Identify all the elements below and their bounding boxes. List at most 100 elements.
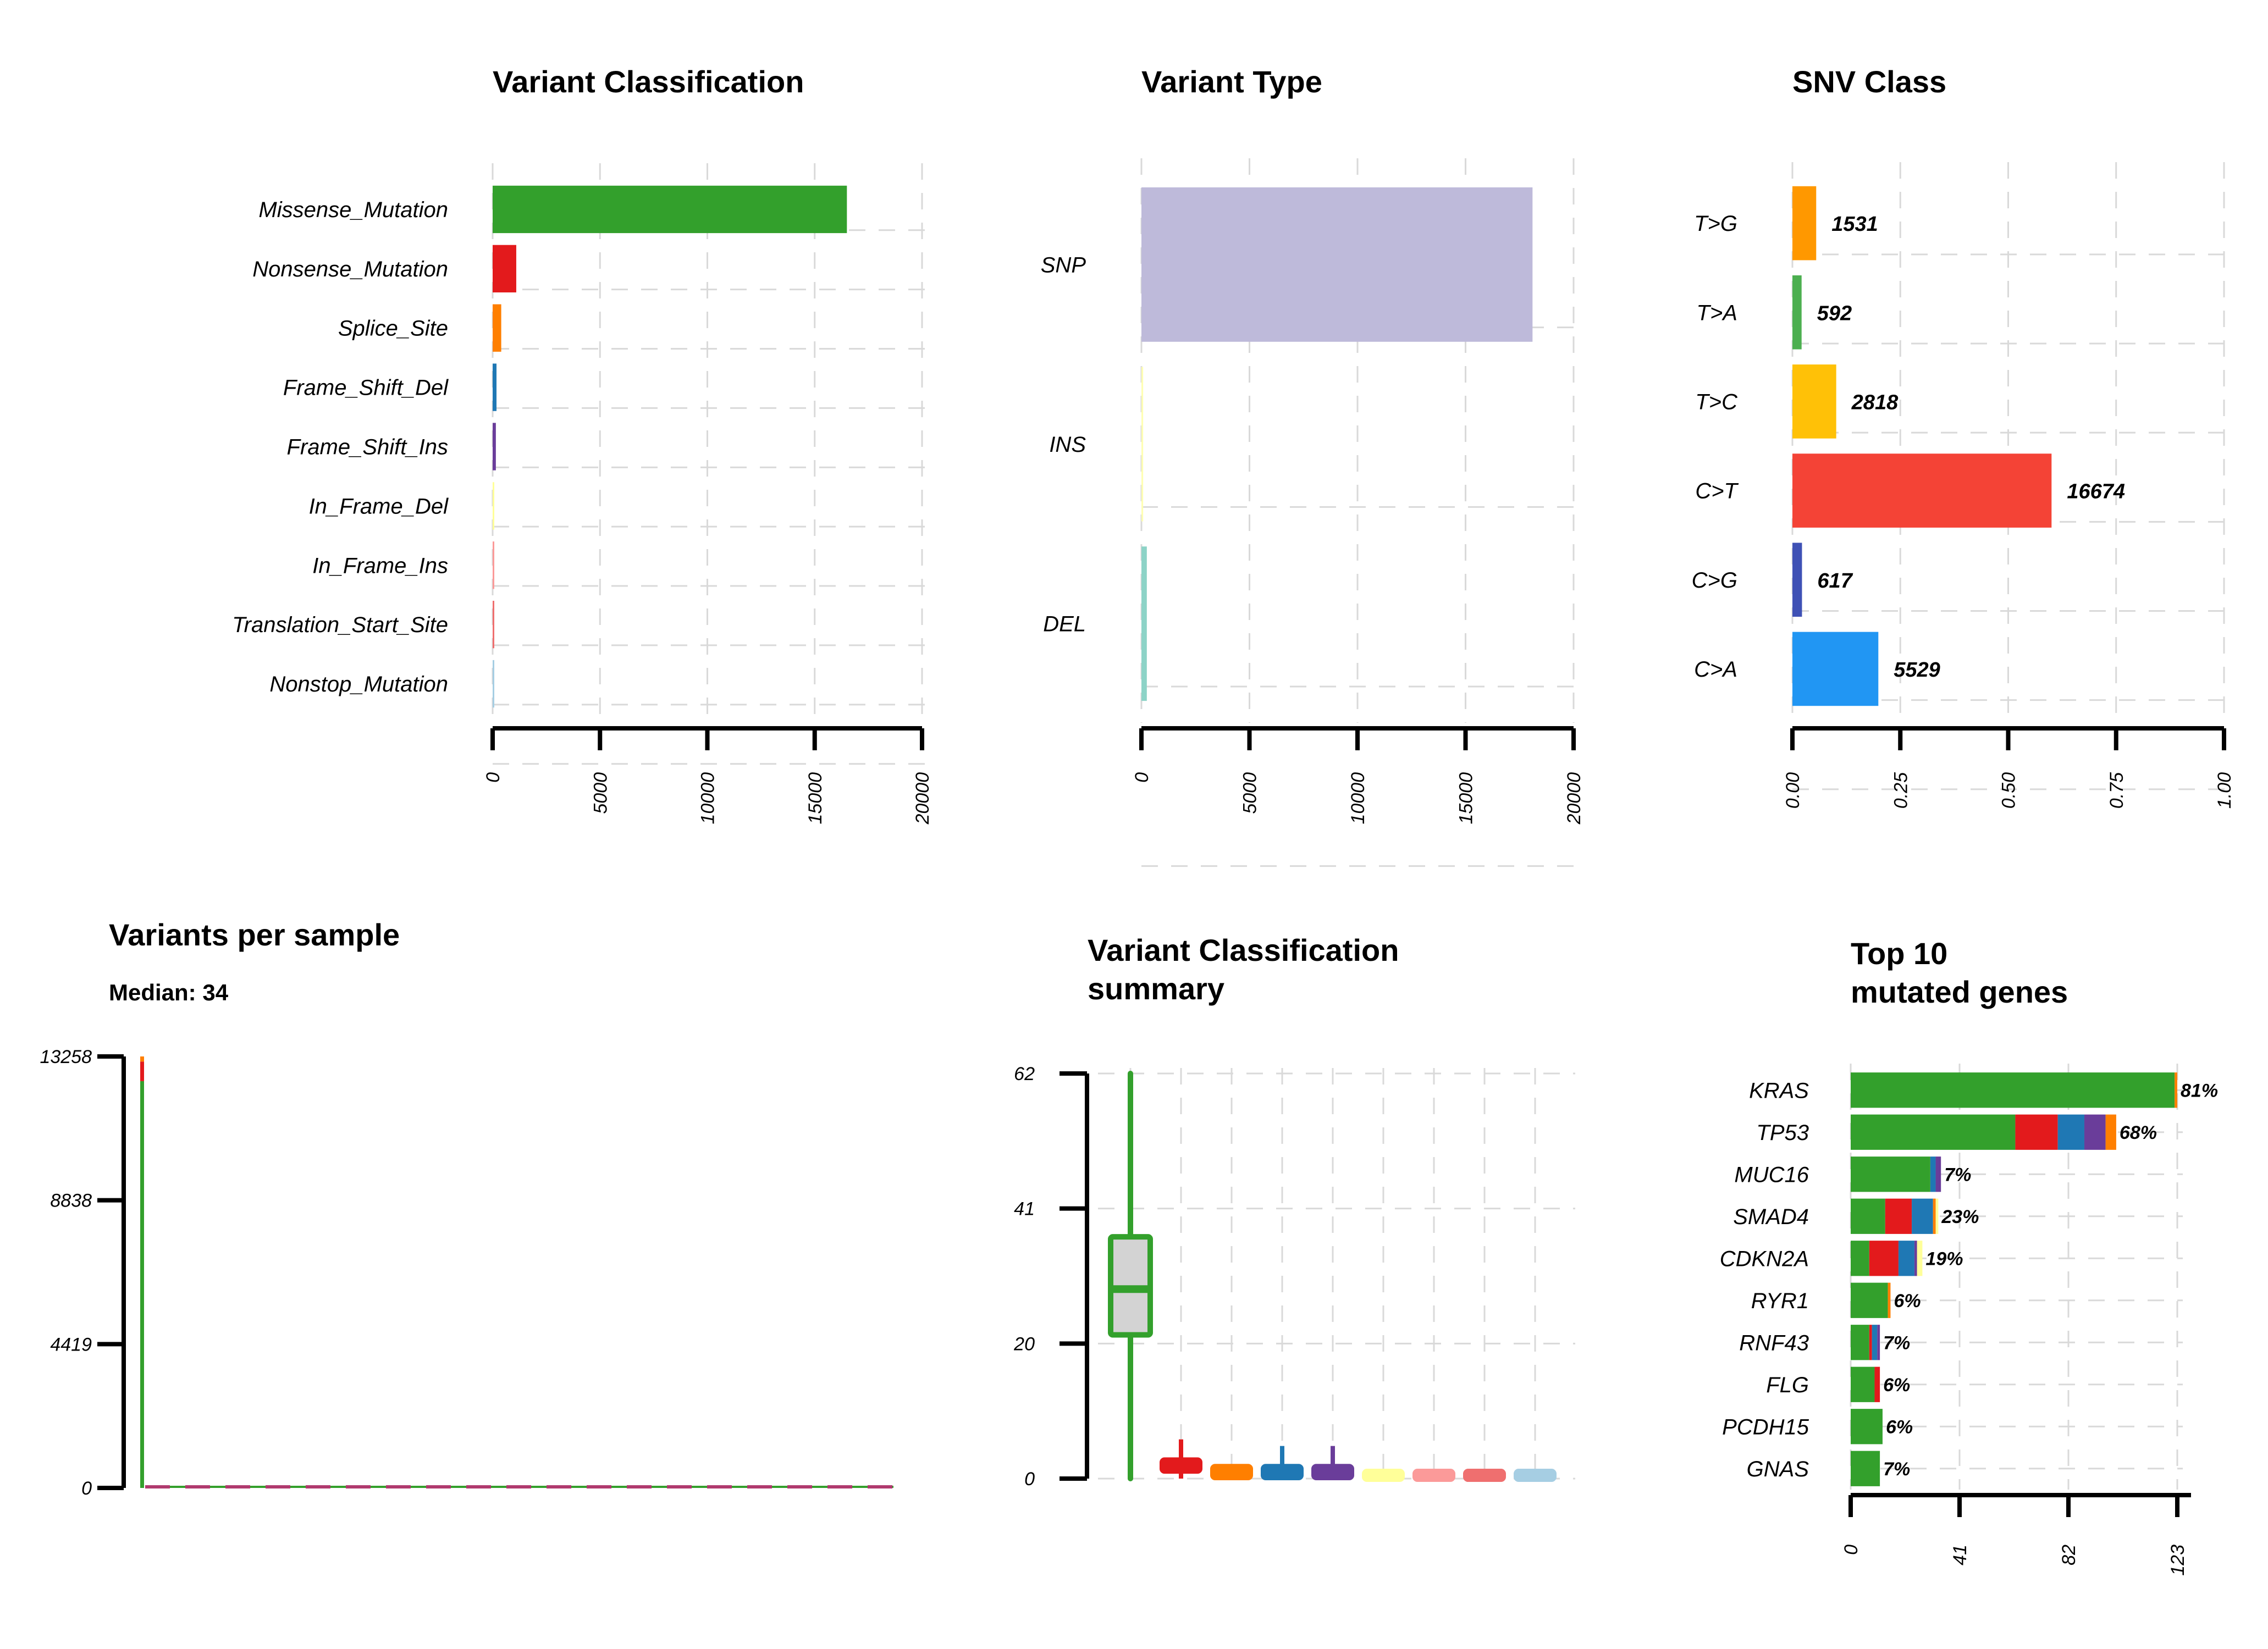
category-label-nonstop-mutation: Nonstop_Mutation <box>269 672 448 696</box>
bar-splice-site <box>493 304 501 352</box>
bar-nonsense-mutation <box>493 245 516 292</box>
gene-label-cdkn2a: CDKN2A <box>1720 1247 1809 1271</box>
x-tick-label: 123 <box>2167 1545 2188 1576</box>
snv-class-title: SNV Class <box>1792 64 1946 99</box>
bar-segment-gnas-missense-mutation <box>1851 1451 1880 1486</box>
category-label-c-a: C>A <box>1694 657 1737 682</box>
bar-segment-kras-missense-mutation <box>1851 1072 2175 1108</box>
variant-classification-title: Variant Classification <box>493 64 804 99</box>
gene-label-kras: KRAS <box>1749 1078 1809 1103</box>
bar-segment-cdkn2a-nonsense-mutation <box>1869 1241 1899 1276</box>
gene-label-flg: FLG <box>1766 1373 1809 1397</box>
x-tick-label: 0.75 <box>2106 772 2127 809</box>
value-label-c-t: 16674 <box>2067 480 2125 503</box>
x-tick-label: 20000 <box>912 772 933 825</box>
bar-in-frame-ins <box>493 541 494 589</box>
category-label-frame-shift-ins: Frame_Shift_Ins <box>287 435 448 460</box>
box-in-frame-ins <box>1412 1469 1455 1482</box>
category-label-nonsense-mutation: Nonsense_Mutation <box>252 257 448 281</box>
top-genes-title-line: mutated genes <box>1851 975 2068 1009</box>
bar-segment-cdkn2a-frame-shift-ins <box>1914 1241 1917 1276</box>
category-label-t-a: T>A <box>1697 301 1737 325</box>
bar-segment-pcdh15-missense-mutation <box>1851 1409 1883 1445</box>
bar-segment-smad4-missense-mutation <box>1851 1198 1885 1234</box>
bar-segment-flg-missense-mutation <box>1851 1366 1875 1402</box>
top-genes-title-line: Top 10 <box>1851 936 1947 971</box>
gene-label-ryr1: RYR1 <box>1751 1289 1809 1313</box>
y-tick-label: 8838 <box>50 1191 92 1211</box>
y-tick-label: 13258 <box>40 1047 92 1067</box>
gene-label-smad4: SMAD4 <box>1733 1205 1809 1229</box>
category-label-splice-site: Splice_Site <box>338 317 448 341</box>
value-label-t-g: 1531 <box>1831 213 1878 236</box>
bar-segment-tp53-nonsense-mutation <box>2015 1114 2058 1150</box>
x-tick-label: 20000 <box>1564 772 1585 825</box>
category-label-in-frame-ins: In_Frame_Ins <box>312 554 448 578</box>
category-label-del: DEL <box>1043 612 1086 637</box>
variants-per-sample-title: Variants per sample <box>109 917 400 952</box>
value-label-c-g: 617 <box>1817 569 1853 593</box>
box-splice-site <box>1210 1464 1253 1481</box>
bar-segment-muc16-frame-shift-ins <box>1935 1156 1941 1192</box>
bar-del <box>1141 546 1147 701</box>
value-label-t-a: 592 <box>1817 302 1852 325</box>
bar-segment-rnf43-frame-shift-del <box>1872 1325 1878 1360</box>
bar-segment-muc16-missense-mutation <box>1851 1156 1930 1192</box>
percent-label-flg: 6% <box>1883 1375 1910 1396</box>
gene-label-rnf43: RNF43 <box>1739 1331 1809 1355</box>
percent-label-smad4: 23% <box>1941 1207 1979 1227</box>
category-label-in-frame-del: In_Frame_Del <box>309 494 449 518</box>
bar-t-c <box>1792 364 1836 439</box>
x-tick-label: 0 <box>1841 1545 1862 1555</box>
category-label-snp: SNP <box>1041 253 1086 277</box>
y-tick-label: 62 <box>1014 1064 1035 1084</box>
variants-per-sample-subtitle: Median: 34 <box>109 980 229 1005</box>
x-tick-label: 5000 <box>1240 772 1261 814</box>
category-label-c-t: C>T <box>1695 479 1739 503</box>
y-tick-label: 0 <box>81 1478 92 1499</box>
bar-segment-tp53-frame-shift-ins <box>2084 1114 2106 1150</box>
percent-label-cdkn2a: 19% <box>1925 1248 1963 1269</box>
percent-label-gnas: 7% <box>1883 1459 1910 1480</box>
bar-segment-muc16-frame-shift-del <box>1930 1156 1936 1192</box>
gene-label-muc16: MUC16 <box>1734 1163 1809 1187</box>
category-label-ins: INS <box>1049 433 1086 457</box>
summary-title-line: summary <box>1088 971 1224 1006</box>
x-tick-label: 10000 <box>1348 772 1368 824</box>
category-label-c-g: C>G <box>1692 568 1737 593</box>
bar-segment-cdkn2a-frame-shift-del <box>1898 1241 1914 1276</box>
category-label-translation-start-site: Translation_Start_Site <box>232 613 448 637</box>
bar-segment-tp53-frame-shift-del <box>2057 1114 2084 1150</box>
value-label-t-c: 2818 <box>1851 391 1899 414</box>
bar-t-g <box>1792 186 1817 261</box>
bar-segment-ryr1-missense-mutation <box>1851 1282 1888 1318</box>
y-tick-label: 20 <box>1013 1333 1035 1354</box>
bar-segment-rnf43-nonsense-mutation <box>1869 1325 1872 1360</box>
gene-label-pcdh15: PCDH15 <box>1722 1415 1809 1439</box>
bar-translation-start-site <box>493 601 494 649</box>
bar-c-t <box>1792 453 2052 528</box>
gene-label-tp53: TP53 <box>1756 1121 1809 1145</box>
x-tick-label: 0 <box>483 772 504 783</box>
box-in-frame-del <box>1362 1469 1405 1482</box>
bar-segment-smad4-nonsense-mutation <box>1885 1198 1912 1234</box>
percent-label-pcdh15: 6% <box>1886 1416 1913 1437</box>
percent-label-rnf43: 7% <box>1883 1332 1910 1353</box>
value-label-c-a: 5529 <box>1894 659 1940 682</box>
percent-label-ryr1: 6% <box>1894 1291 1921 1312</box>
bar-segment-kras-splice-site <box>2175 1072 2177 1108</box>
bar-in-frame-del <box>493 482 494 530</box>
x-tick-label: 0 <box>1132 772 1152 783</box>
sample-bar-missense-mutation <box>140 1081 144 1488</box>
x-tick-label: 0.25 <box>1890 772 1911 809</box>
gene-label-gnas: GNAS <box>1747 1457 1809 1481</box>
percent-label-tp53: 68% <box>2120 1122 2157 1143</box>
bar-frame-shift-ins <box>493 423 496 471</box>
bar-segment-cdkn2a-missense-mutation <box>1851 1241 1869 1276</box>
category-label-t-g: T>G <box>1694 212 1737 236</box>
x-tick-label: 15000 <box>1456 772 1477 824</box>
bar-segment-ryr1-splice-site <box>1888 1282 1891 1318</box>
summary-title-line: Variant Classification <box>1088 933 1399 967</box>
bar-segment-rnf43-missense-mutation <box>1851 1325 1869 1360</box>
